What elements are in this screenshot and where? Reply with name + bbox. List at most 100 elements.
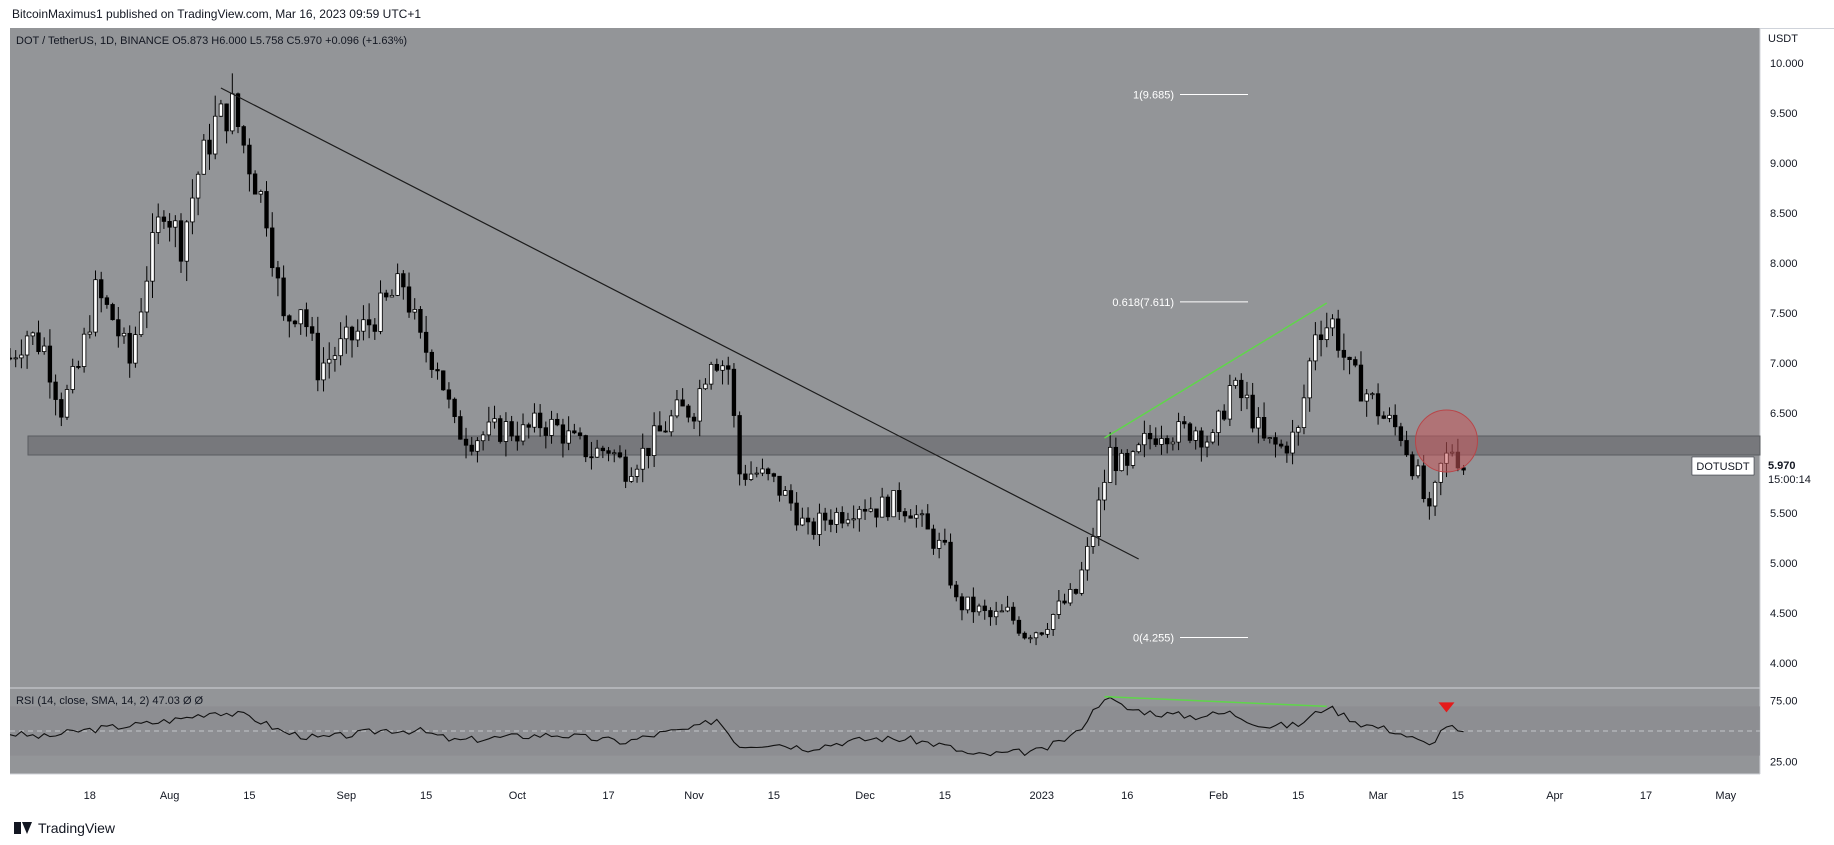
candle [754,466,759,478]
candle [885,494,891,521]
candle-up [201,139,206,175]
candle [543,421,548,449]
candle [777,475,782,502]
candle [1216,409,1221,446]
candle-up [1170,441,1176,445]
candle-up [1330,318,1335,329]
candle-down [10,357,13,360]
candle-down [680,399,685,407]
candle [1153,427,1158,447]
candle [423,315,429,363]
x-tick-label: 15 [243,790,255,802]
candle [1233,377,1238,389]
candle [680,388,685,407]
candle [264,181,269,237]
candle-up [520,424,526,442]
candle [1050,613,1056,636]
candle [651,412,657,467]
candle-up [184,221,189,262]
candle-up [486,421,491,436]
candle [1341,333,1347,371]
candle-up [1130,451,1136,466]
candle [1404,430,1409,457]
candle-up [976,605,982,613]
candle-up [566,430,571,444]
candle [110,302,115,321]
candle [47,329,53,399]
candle-up [13,357,18,360]
candle [851,505,856,529]
candle-down [1250,394,1255,429]
candle-down [931,528,936,549]
candle [24,330,30,369]
candle-down [726,365,731,370]
x-tick-label: 15 [1292,790,1304,802]
candle [1187,421,1193,444]
rsi-lower-highs-line [1104,695,1327,708]
candle [1318,320,1324,357]
candle-down [372,324,377,332]
candle [862,499,868,520]
candle-down [1239,379,1244,399]
candle-down [178,220,184,262]
descending-trendline [220,87,1139,560]
candle-down [452,398,457,417]
candle-up [195,173,201,199]
candle-down [309,326,315,334]
candle [634,464,640,483]
candle-down [948,541,953,586]
candle [144,266,149,329]
candle-up [1364,393,1369,402]
price-tick-label: 5.500 [1770,508,1798,520]
candle [156,203,161,245]
candle-down [515,435,520,442]
fib-level-label: 0.618(7.611) [1112,297,1174,309]
candle [1284,441,1290,463]
candle-down [1073,589,1079,594]
candle-down [954,584,959,598]
rsi-tick-label: 25.00 [1770,757,1798,769]
candle-down [53,381,58,400]
candle [292,319,298,328]
price-tick-label: 9.500 [1770,108,1798,120]
candle-up [42,345,47,352]
candle [925,504,930,530]
candle-up [1005,606,1010,612]
x-tick-label: 15 [420,790,432,802]
x-tick-label: Nov [684,790,704,802]
candle-down [1427,498,1432,507]
candle-down [794,502,799,526]
candle [406,272,412,318]
candle [1313,322,1318,371]
candle-down [59,399,64,418]
candle [612,449,617,463]
candle-up [1142,432,1147,446]
candle-down [982,605,987,611]
candle [1256,407,1261,444]
candle [378,280,383,335]
candle-down [623,456,628,482]
candle-down [458,416,463,440]
candle [1125,449,1130,476]
candle [1164,435,1170,454]
price-tick-label: 7.500 [1770,308,1798,320]
candle-up [87,331,92,335]
candle-up [1050,614,1056,630]
candle-down [304,309,309,328]
x-tick-label: 16 [1121,790,1133,802]
candle [1307,357,1312,412]
candle-up [914,514,919,519]
candle [1261,402,1267,441]
candle [178,213,184,273]
low-label: L [250,35,256,47]
candle [1421,455,1426,503]
x-tick-label: Oct [509,790,526,802]
price-chart[interactable]: 1(9.685) 0.618(7.611) 0(4.255) USDT 10.000 9… [10,28,1834,813]
candle-down [116,319,121,337]
candle [30,331,35,345]
candle [1353,356,1358,368]
candle-down [811,521,816,535]
candle-down [1273,437,1278,445]
candle [53,374,58,416]
candle [435,362,440,380]
